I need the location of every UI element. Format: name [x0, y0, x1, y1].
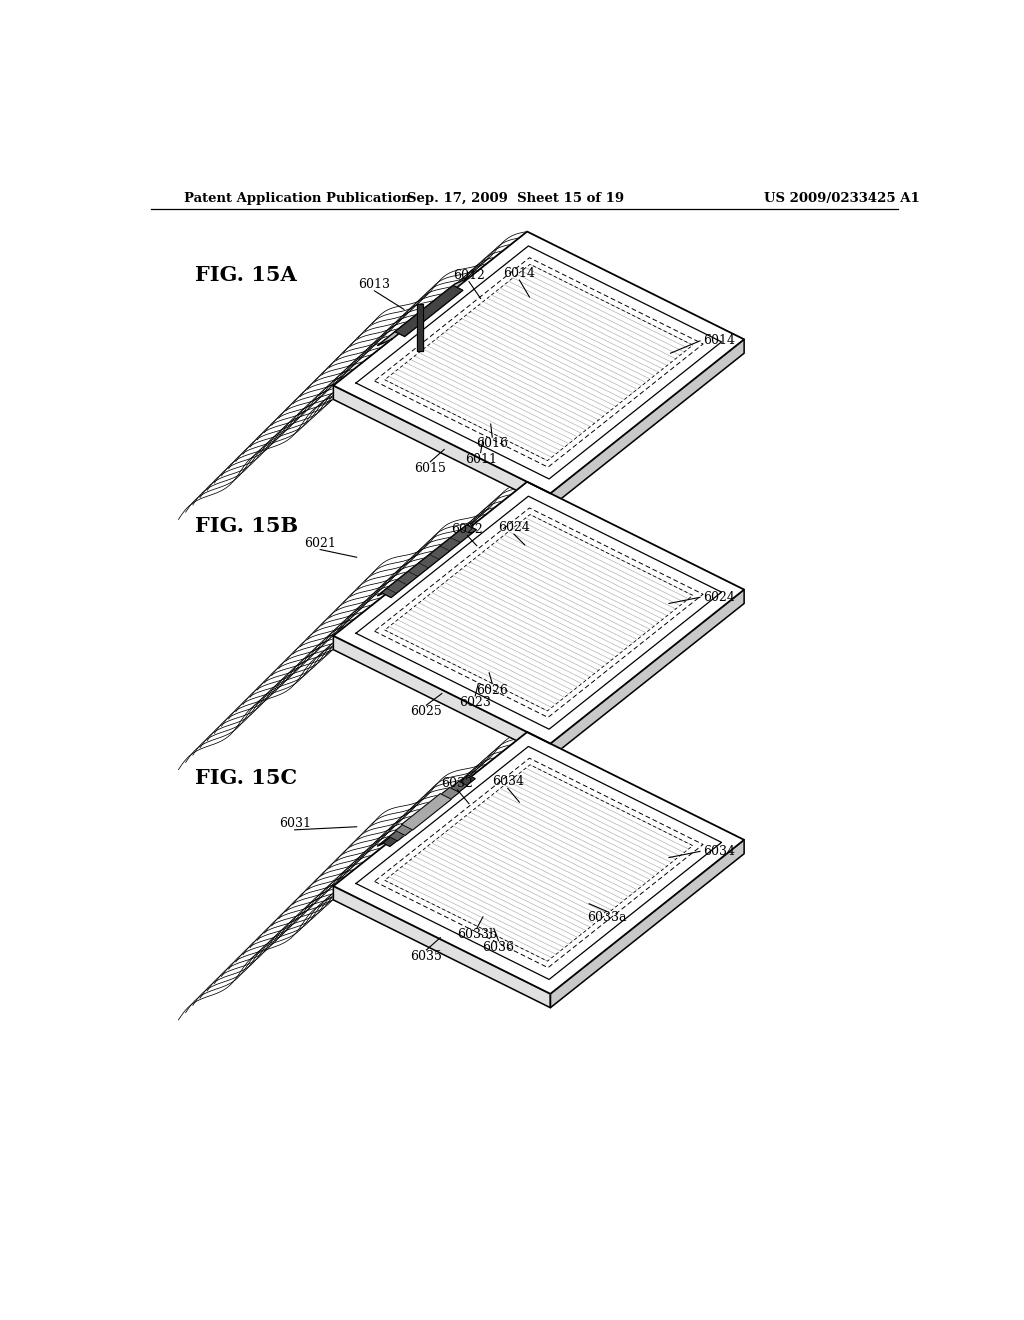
Polygon shape	[417, 305, 423, 351]
Text: 6012: 6012	[453, 268, 485, 281]
Text: 6033a: 6033a	[587, 911, 627, 924]
Polygon shape	[383, 775, 475, 846]
Text: FIG. 15B: FIG. 15B	[196, 516, 299, 536]
Text: 6013: 6013	[358, 277, 390, 290]
Text: 6022: 6022	[452, 523, 483, 536]
Polygon shape	[381, 525, 476, 598]
Polygon shape	[378, 277, 469, 346]
Polygon shape	[334, 231, 744, 494]
Polygon shape	[550, 840, 744, 1007]
Text: Patent Application Publication: Patent Application Publication	[183, 191, 411, 205]
Polygon shape	[401, 793, 452, 830]
Text: 6011: 6011	[465, 453, 497, 466]
Text: 6025: 6025	[411, 705, 442, 718]
Text: 6023: 6023	[459, 696, 492, 709]
Text: 6021: 6021	[304, 536, 336, 549]
Polygon shape	[334, 482, 744, 743]
Text: 6033b: 6033b	[457, 928, 497, 941]
Text: 6014: 6014	[703, 334, 735, 347]
Polygon shape	[334, 733, 744, 994]
Polygon shape	[334, 886, 550, 1007]
Polygon shape	[378, 779, 469, 846]
Text: 6024: 6024	[498, 521, 529, 535]
Text: US 2009/0233425 A1: US 2009/0233425 A1	[764, 191, 920, 205]
Polygon shape	[395, 788, 460, 836]
Text: 6035: 6035	[411, 950, 442, 964]
Text: 6034: 6034	[703, 845, 735, 858]
Text: 6026: 6026	[476, 684, 508, 697]
Polygon shape	[389, 781, 467, 841]
Polygon shape	[378, 528, 469, 595]
Text: FIG. 15A: FIG. 15A	[196, 264, 297, 285]
Polygon shape	[550, 590, 744, 758]
Polygon shape	[395, 285, 463, 337]
Polygon shape	[334, 636, 550, 758]
Text: 6032: 6032	[441, 776, 473, 789]
Text: 6016: 6016	[476, 437, 508, 450]
Text: FIG. 15C: FIG. 15C	[196, 768, 298, 788]
Text: 6015: 6015	[415, 462, 446, 475]
Polygon shape	[334, 385, 550, 507]
Text: 6036: 6036	[482, 941, 514, 954]
Text: Sep. 17, 2009  Sheet 15 of 19: Sep. 17, 2009 Sheet 15 of 19	[407, 191, 624, 205]
Text: 6031: 6031	[279, 817, 310, 830]
Text: 6034: 6034	[492, 775, 523, 788]
Text: 6014: 6014	[504, 267, 536, 280]
Polygon shape	[550, 339, 744, 507]
Text: 6024: 6024	[703, 591, 735, 603]
